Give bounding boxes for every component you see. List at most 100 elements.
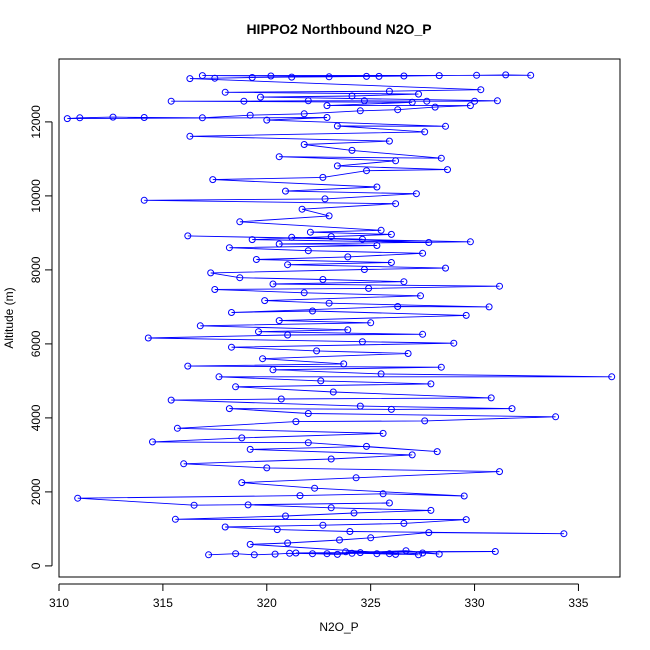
data-point — [304, 247, 312, 255]
data-point — [228, 343, 235, 351]
data-point — [385, 87, 393, 95]
data-point — [329, 388, 337, 396]
data-point — [350, 509, 358, 517]
data-point — [450, 339, 458, 347]
data-point — [323, 102, 331, 110]
data-point — [502, 71, 510, 79]
data-point — [496, 282, 503, 290]
data-point — [252, 256, 260, 263]
data-point — [367, 319, 375, 327]
data-point — [300, 141, 308, 148]
data-point — [408, 451, 416, 459]
data-point — [608, 373, 616, 381]
data-point — [333, 550, 341, 558]
data-point — [363, 72, 370, 80]
x-tick-label: 325 — [361, 596, 381, 610]
data-point — [298, 205, 306, 213]
data-point — [263, 464, 271, 472]
x-axis-label: N2O_P — [319, 620, 358, 634]
y-axis: 0 2000 4000 6000 8000 10000 12000 — [29, 105, 53, 569]
data-point — [421, 417, 429, 425]
data-point — [385, 137, 393, 145]
data-point — [392, 200, 400, 208]
x-tick-label: 310 — [49, 596, 69, 610]
data-point — [404, 350, 412, 357]
data-point — [221, 523, 229, 531]
x-tick-label: 320 — [257, 596, 277, 610]
data-point — [184, 232, 192, 240]
data-point — [400, 72, 408, 80]
data-point — [304, 410, 312, 417]
data-point — [209, 176, 217, 184]
data-point — [319, 521, 327, 529]
data-point — [325, 299, 333, 307]
data-point — [250, 551, 258, 559]
data-point — [269, 280, 277, 288]
data-point — [462, 311, 470, 319]
data-point — [333, 162, 341, 170]
data-point — [491, 548, 499, 555]
data-point — [275, 317, 283, 325]
data-point — [348, 146, 356, 154]
data-point — [394, 106, 402, 114]
data-point — [344, 326, 352, 334]
data-point — [333, 122, 341, 130]
data-point — [140, 114, 148, 121]
data-point — [358, 235, 366, 243]
data-point — [284, 261, 292, 269]
data-point — [431, 103, 439, 111]
data-point — [377, 226, 385, 234]
y-tick-label: 10000 — [29, 179, 43, 213]
data-point — [300, 289, 308, 297]
data-point — [379, 490, 387, 498]
data-point — [246, 111, 254, 119]
data-point — [373, 550, 381, 558]
y-tick-label: 2000 — [29, 478, 43, 505]
data-point — [288, 73, 296, 81]
data-point — [419, 549, 427, 557]
data-point — [348, 92, 356, 100]
data-point — [277, 395, 285, 403]
data-point — [496, 468, 503, 476]
series-layer — [63, 71, 616, 559]
data-point — [373, 242, 381, 249]
data-point — [392, 157, 400, 165]
data-point — [275, 240, 283, 248]
data-point — [244, 501, 252, 509]
data-point — [487, 394, 495, 402]
data-point — [236, 274, 244, 282]
data-point — [442, 264, 449, 272]
y-tick-label: 0 — [29, 562, 43, 569]
data-point — [363, 167, 370, 175]
data-point — [367, 534, 375, 542]
data-point — [267, 72, 275, 80]
data-point — [292, 418, 300, 426]
data-point — [232, 550, 240, 558]
data-point — [358, 338, 366, 346]
data-point — [435, 72, 443, 80]
data-point — [360, 266, 368, 273]
x-axis: 310 315 320 325 330 335 — [49, 583, 589, 610]
data-point — [246, 540, 254, 548]
data-point — [433, 448, 441, 456]
data-point — [342, 548, 350, 556]
data-point — [360, 97, 368, 105]
data-point — [248, 236, 256, 244]
data-point — [375, 72, 383, 80]
y-axis-label: Altitude (m) — [2, 287, 16, 348]
data-point — [167, 97, 175, 105]
data-point — [211, 286, 219, 293]
data-point — [167, 396, 175, 404]
data-point — [425, 529, 433, 537]
x-tick-label: 315 — [153, 596, 173, 610]
series-line — [67, 74, 612, 556]
data-point — [271, 550, 279, 558]
data-point — [437, 363, 445, 371]
data-point — [238, 479, 246, 487]
data-point — [485, 303, 493, 311]
data-point — [292, 549, 300, 557]
data-point — [144, 334, 152, 342]
data-point — [109, 113, 117, 121]
data-point — [296, 492, 304, 500]
